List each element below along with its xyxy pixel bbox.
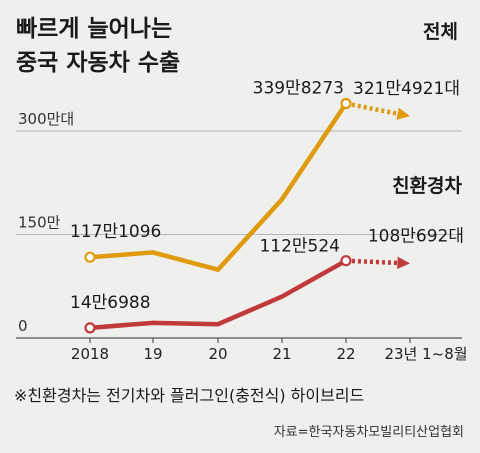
- data-label-0-5: 321만4921대: [353, 79, 460, 99]
- series-label-total: 전체: [423, 21, 458, 43]
- series-line-0: [87, 101, 349, 272]
- x-tick-label-4: 22: [336, 345, 355, 363]
- series-1-point-4: [340, 255, 352, 267]
- y-tick-label-0: 0: [18, 317, 28, 335]
- data-label-1-0: 14만6988: [70, 293, 151, 313]
- series-arrowhead-0: [396, 107, 410, 120]
- x-axis: 2018 19 20 21 22 23년 1~8월: [16, 337, 468, 363]
- data-label-1-5: 108만692대: [368, 226, 464, 246]
- series-label-eco: 친환경차: [392, 175, 462, 197]
- data-label-0-0: 117만1096: [70, 222, 161, 242]
- y-axis-labels: 0 150만 300만대: [18, 110, 74, 335]
- series-lines: [84, 97, 410, 334]
- footnote: ※친환경차는 전기차와 플러그인(충전식) 하이브리드: [14, 386, 364, 405]
- source-note: 자료=한국자동차모빌리티산업협회: [274, 425, 464, 440]
- x-tick-label-5: 23년 1~8월: [384, 345, 467, 363]
- chart-title-line-1: 빠르게 늘어나는: [16, 16, 172, 42]
- series-1-point-0: [84, 322, 96, 334]
- y-tick-label-2: 300만대: [18, 110, 74, 128]
- series-arrowhead-1: [397, 256, 410, 269]
- gridlines: [16, 130, 462, 235]
- y-tick-label-1: 150만: [18, 214, 61, 232]
- data-labels: 117만1096 339만8273 321만4921대 14만6988 112만524 1…: [70, 79, 464, 313]
- x-tick-label-1: 19: [143, 345, 162, 363]
- x-tick-label-2: 20: [208, 345, 227, 363]
- x-tick-label-3: 21: [272, 345, 291, 363]
- series-projection-0: [345, 101, 399, 117]
- series-0-point-0: [84, 251, 96, 263]
- data-label-0-4: 339만8273: [253, 79, 344, 99]
- x-tick-label-0: 2018: [71, 345, 109, 363]
- series-projection-1: [345, 258, 399, 266]
- data-label-1-4: 112만524: [259, 237, 340, 257]
- series-line-1: [87, 258, 349, 331]
- series-0-point-4: [340, 97, 352, 110]
- chart-title-line-2: 중국 자동차 수출: [16, 50, 180, 76]
